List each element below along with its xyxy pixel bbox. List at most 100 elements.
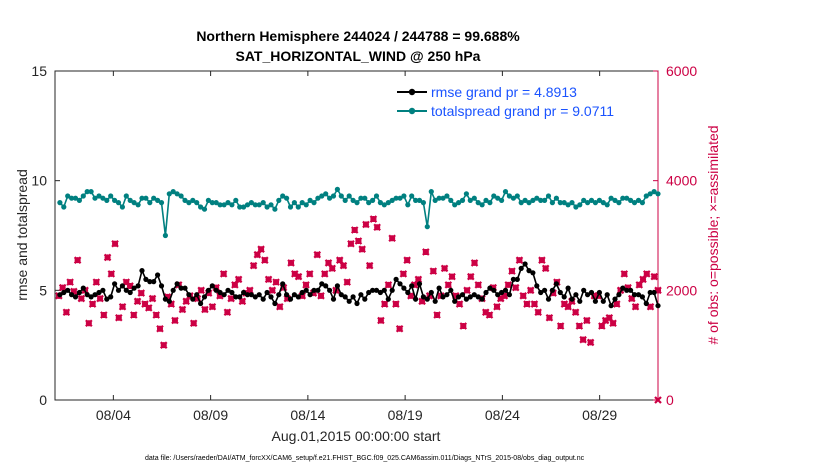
obs-marker bbox=[429, 267, 438, 275]
spread-point bbox=[256, 202, 262, 208]
rmse-point bbox=[647, 289, 653, 296]
obs-marker bbox=[163, 293, 172, 301]
rmse-point bbox=[350, 294, 356, 300]
rmse-point bbox=[405, 289, 411, 296]
x-tick-label: 08/04 bbox=[96, 407, 131, 423]
rmse-point bbox=[424, 296, 430, 302]
obs-marker bbox=[261, 256, 269, 264]
spread-point bbox=[338, 193, 344, 199]
obs-marker bbox=[103, 253, 112, 262]
spread-point bbox=[573, 204, 579, 210]
spread-point bbox=[506, 193, 512, 199]
rmse-point bbox=[276, 292, 282, 298]
rmse-point bbox=[194, 292, 200, 298]
spread-point bbox=[479, 202, 485, 208]
obs-marker bbox=[444, 281, 453, 289]
spread-point bbox=[194, 200, 200, 206]
spread-point bbox=[397, 195, 403, 201]
obs-marker bbox=[403, 256, 411, 264]
spread-point bbox=[334, 186, 340, 192]
obs-marker bbox=[144, 304, 153, 312]
obs-marker bbox=[496, 294, 505, 303]
rmse-point bbox=[299, 289, 305, 296]
spread-point bbox=[534, 195, 540, 201]
rmse-point bbox=[96, 289, 102, 296]
obs-marker bbox=[545, 313, 554, 322]
spread-point bbox=[471, 195, 477, 201]
y-axis-right-ticks: 0 2000 4000 6000 bbox=[653, 63, 697, 408]
obs-marker bbox=[208, 303, 217, 311]
spread-point bbox=[166, 191, 172, 197]
rmse-point bbox=[112, 281, 118, 287]
obs-marker bbox=[189, 319, 198, 328]
obs-marker bbox=[335, 256, 344, 264]
spread-point bbox=[119, 204, 125, 210]
rmse-point bbox=[198, 300, 204, 307]
rmse-point bbox=[256, 292, 262, 298]
spread-point bbox=[510, 195, 516, 201]
obs-marker bbox=[388, 234, 396, 243]
obs-marker bbox=[70, 287, 78, 296]
spread-point bbox=[432, 197, 438, 203]
rmse-point bbox=[139, 268, 145, 274]
spread-point bbox=[592, 200, 599, 206]
spread-point bbox=[456, 200, 462, 206]
rmse-point bbox=[303, 287, 309, 293]
spread-point bbox=[444, 193, 450, 199]
rmse-point bbox=[217, 289, 223, 296]
obs-marker bbox=[463, 286, 471, 295]
obs-marker bbox=[590, 292, 599, 300]
obs-marker bbox=[452, 292, 460, 300]
rmse-point bbox=[467, 294, 473, 300]
obs-marker bbox=[579, 335, 587, 344]
spread-point bbox=[252, 202, 258, 208]
rmse-point bbox=[530, 270, 536, 276]
rmse-point bbox=[127, 289, 133, 296]
spread-point bbox=[612, 197, 618, 203]
spread-point bbox=[248, 200, 254, 206]
rmse-point bbox=[452, 298, 458, 304]
spread-point bbox=[475, 200, 481, 206]
rmse-point bbox=[213, 287, 219, 293]
obs-marker bbox=[564, 303, 572, 311]
spread-point bbox=[205, 197, 211, 203]
obs-marker bbox=[328, 264, 337, 273]
spread-point bbox=[182, 197, 188, 203]
spread-point bbox=[108, 193, 114, 199]
obs-marker bbox=[556, 322, 565, 330]
spread-point bbox=[463, 191, 469, 197]
y-axis-left-ticks: 0 5 10 15 bbox=[31, 63, 60, 408]
rmse-point bbox=[295, 294, 301, 300]
rmse-point bbox=[475, 294, 481, 300]
obs-marker bbox=[313, 250, 322, 259]
rmse-point bbox=[631, 292, 638, 298]
obs-marker bbox=[504, 281, 513, 289]
spread-point bbox=[221, 202, 227, 208]
obs-marker bbox=[571, 308, 580, 317]
rmse-point bbox=[327, 287, 333, 293]
spread-point bbox=[65, 193, 71, 199]
obs-marker bbox=[380, 300, 389, 308]
spread-point bbox=[483, 197, 489, 203]
rmse-point bbox=[291, 292, 297, 298]
rmse-point bbox=[628, 287, 634, 293]
rmse-point bbox=[577, 298, 583, 304]
spread-point bbox=[440, 195, 446, 201]
spread-point bbox=[514, 193, 520, 199]
chart-title: Northern Hemisphere 244024 / 244788 = 99… bbox=[196, 28, 520, 44]
obs-marker bbox=[598, 322, 606, 330]
obs-marker bbox=[392, 300, 400, 308]
obs-marker bbox=[654, 286, 662, 295]
rmse-point bbox=[170, 287, 176, 293]
obs-marker bbox=[130, 311, 138, 319]
spread-point bbox=[217, 202, 223, 208]
rmse-point bbox=[84, 292, 90, 298]
spread-point bbox=[542, 197, 548, 203]
obs-marker bbox=[609, 319, 617, 328]
spread-point bbox=[647, 191, 653, 197]
obs-marker bbox=[467, 272, 475, 281]
obs-marker bbox=[440, 264, 449, 273]
spread-point bbox=[487, 200, 493, 206]
obs-marker bbox=[628, 294, 636, 303]
x-tick-label: 08/09 bbox=[193, 407, 228, 423]
